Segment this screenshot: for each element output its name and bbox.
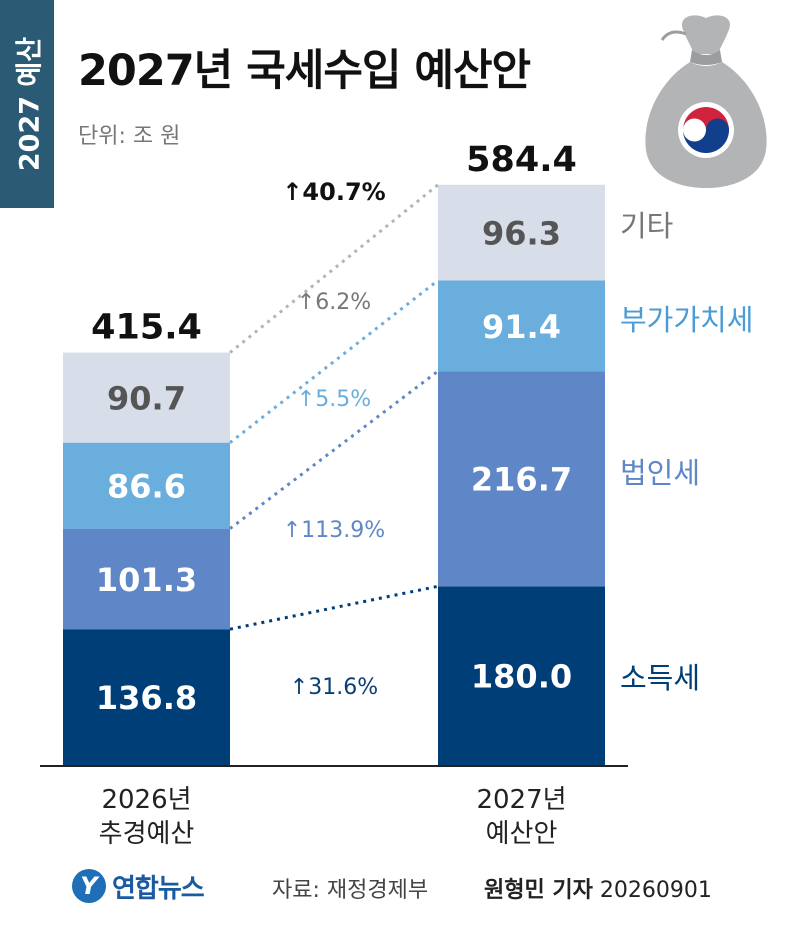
connector-line (229, 369, 439, 530)
category-label: 2026년 (101, 785, 191, 815)
legend-label: 법인세 (620, 456, 700, 490)
category-label: 2027년 (476, 785, 566, 815)
data-label: 180.0 (471, 658, 572, 696)
legend-label: 기타 (620, 209, 673, 243)
logo-text: 연합뉴스 (112, 873, 205, 904)
bar-segment (63, 528, 230, 630)
source-text: 자료: 재정경제부 (272, 878, 429, 903)
stacked-bar-chart: 136.8 101.3 86.6 90.7 415.4 180.0 216.7 91.4 96.… (40, 140, 753, 849)
unit-label: 단위: 조 원 (78, 124, 181, 149)
category-label: 예산안 (486, 819, 558, 849)
data-label: 91.4 (482, 308, 561, 346)
reporter-date: 20260901 (599, 878, 712, 903)
bar-segment (63, 629, 230, 765)
reporter-name: 원형민 기자 (484, 878, 593, 903)
data-label: 136.8 (96, 679, 197, 717)
total-label: 584.4 (466, 140, 577, 180)
bar-segment (438, 586, 605, 765)
total-label: 415.4 (91, 308, 202, 348)
page-title: 2027년 국세수입 예산안 (78, 46, 531, 96)
yonhap-logo-icon: Y (72, 869, 106, 903)
total-change-label: ↑40.7% (282, 178, 385, 206)
change-label: ↑31.6% (290, 675, 378, 700)
bar-segment (63, 442, 230, 529)
connector-line (229, 183, 439, 354)
reporter-credit: 원형민 기자 20260901 (484, 872, 712, 904)
data-label: 96.3 (482, 215, 561, 253)
change-label: ↑5.5% (297, 387, 371, 412)
legend-label: 소득세 (620, 661, 700, 695)
bar-segment (438, 184, 605, 281)
bar-segment (438, 280, 605, 372)
connector-line (229, 584, 439, 631)
bar-segment (438, 371, 605, 587)
data-label: 86.6 (107, 468, 186, 506)
data-label: 90.7 (107, 380, 186, 418)
legend-label: 부가가치세 (620, 303, 753, 337)
change-label: ↑113.9% (283, 518, 385, 543)
change-label: ↑6.2% (297, 290, 371, 315)
bar-segment (63, 352, 230, 443)
category-label: 추경예산 (99, 819, 195, 849)
yonhap-logo: Y 연합뉴스 (72, 866, 205, 906)
taegeuk-emblem-icon (678, 102, 734, 158)
data-label: 101.3 (96, 561, 197, 599)
side-tag: 2027 예산 (0, 0, 54, 208)
money-bag-icon (645, 15, 767, 188)
data-label: 216.7 (471, 461, 572, 499)
